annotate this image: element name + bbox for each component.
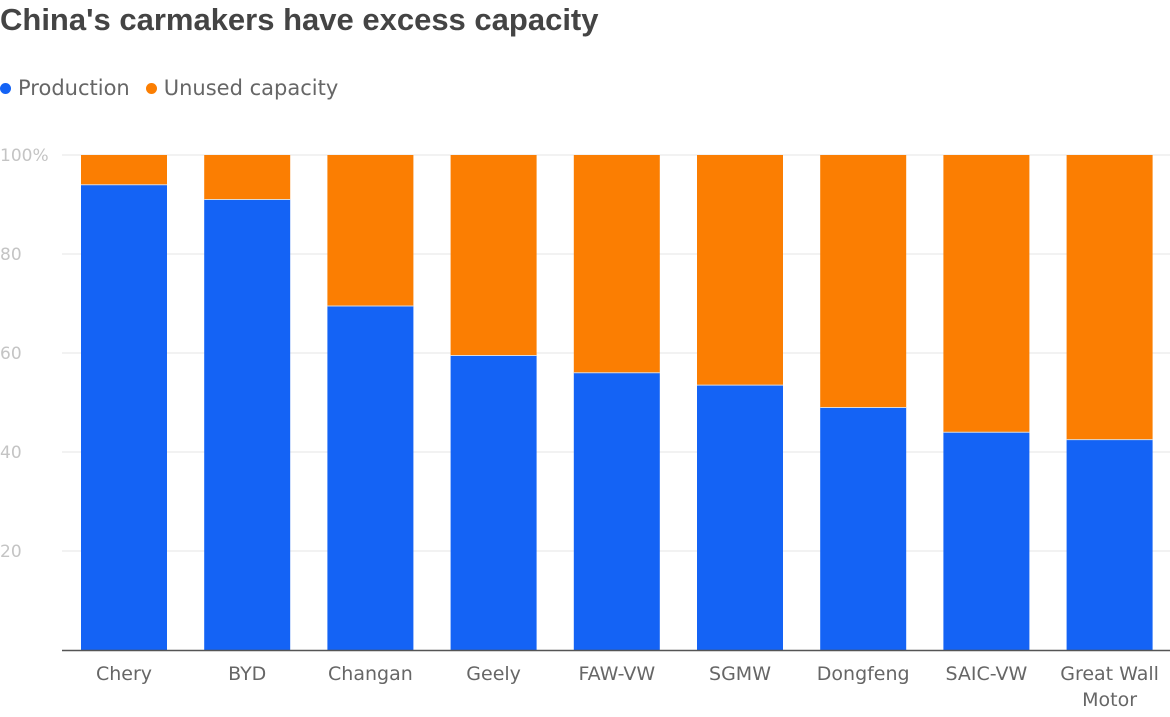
bar-unused-capacity-byd [204, 155, 291, 200]
x-tick-label-sgmw: SGMW [709, 663, 771, 685]
x-tick-label-line: Geely [466, 663, 521, 685]
legend-item-unused-capacity: Unused capacity [145, 76, 339, 100]
bar-production-chery [81, 184, 167, 650]
bar-unused-capacity-great-wall-motor [1066, 155, 1153, 440]
chart-title: China's carmakers have excess capacity [0, 2, 599, 37]
x-tick-label-line: BYD [228, 663, 266, 685]
bar-unused-capacity-chery [81, 155, 167, 185]
x-tick-label-line: Great Wall [1060, 663, 1159, 685]
bar-unused-capacity-faw-vw [573, 155, 660, 373]
bar-production-changan [327, 305, 414, 650]
bar-production-faw-vw [573, 372, 660, 650]
y-tick-label-100: 100% [0, 146, 49, 166]
x-tick-label-faw-vw: FAW-VW [578, 663, 655, 685]
x-tick-label-byd: BYD [228, 663, 266, 685]
legend-dot-unused-capacity [145, 82, 157, 94]
x-tick-label-saic-vw: SAIC-VW [945, 663, 1027, 685]
x-tick-label-line: SAIC-VW [945, 663, 1027, 685]
x-tick-label-line: Chery [96, 663, 152, 685]
bar-unused-capacity-sgmw [697, 155, 783, 386]
x-tick-label-line: FAW-VW [578, 663, 655, 685]
legend-label-production: Production [18, 76, 130, 100]
bar-production-byd [204, 199, 291, 651]
bar-unused-capacity-changan [327, 155, 414, 306]
bar-unused-capacity-geely [450, 155, 537, 356]
bar-production-saic-vw [943, 432, 1030, 650]
x-tick-label-geely: Geely [466, 663, 521, 685]
legend-dot-production [0, 82, 11, 94]
y-tick-label-20: 20 [0, 542, 22, 562]
x-tick-label-line: SGMW [709, 663, 771, 685]
x-tick-label-dongfeng: Dongfeng [817, 663, 910, 685]
chart-legend: Production Unused capacity [0, 76, 354, 100]
x-tick-label-line: Changan [328, 663, 413, 685]
x-tick-label-chery: Chery [96, 663, 152, 685]
bar-production-sgmw [697, 385, 783, 650]
y-tick-label-80: 80 [0, 245, 22, 265]
y-tick-label-60: 60 [0, 344, 22, 364]
x-tick-label-great-wall-motor: Great Wall Motor [1060, 663, 1159, 711]
bar-production-great-wall-motor [1066, 439, 1153, 650]
bar-unused-capacity-dongfeng [820, 155, 907, 408]
x-tick-label-line: Dongfeng [817, 663, 910, 685]
y-tick-label-40: 40 [0, 443, 22, 463]
legend-label-unused-capacity: Unused capacity [163, 76, 339, 100]
bar-production-geely [450, 355, 537, 650]
legend-item-production: Production [0, 76, 130, 100]
bar-unused-capacity-saic-vw [943, 155, 1030, 433]
bar-production-dongfeng [820, 407, 907, 650]
x-tick-label-changan: Changan [328, 663, 413, 685]
x-tick-label-line: Motor [1082, 689, 1137, 711]
